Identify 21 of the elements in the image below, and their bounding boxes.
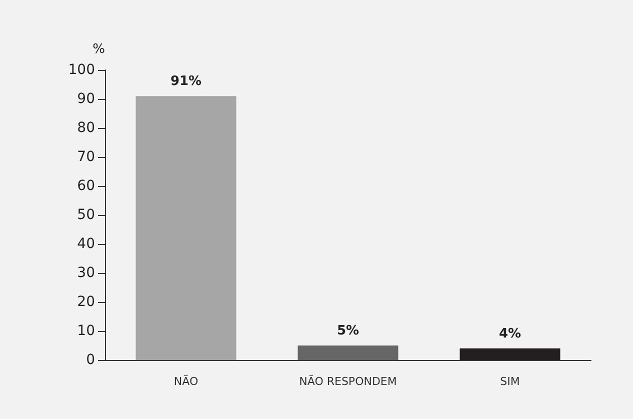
y-tick-label: 0 bbox=[86, 352, 95, 368]
y-tick-label: 10 bbox=[77, 323, 95, 339]
y-tick-label: 80 bbox=[77, 120, 95, 136]
x-tick-label: NÃO RESPONDEM bbox=[299, 374, 397, 388]
bar bbox=[136, 96, 236, 360]
y-tick-label: 70 bbox=[77, 149, 95, 165]
y-tick-label: 30 bbox=[77, 265, 95, 281]
y-tick-label: 100 bbox=[68, 62, 95, 78]
x-tick-label: SIM bbox=[500, 375, 520, 388]
data-label: 5% bbox=[336, 324, 360, 338]
bar bbox=[460, 348, 560, 360]
y-tick-label: 90 bbox=[77, 91, 95, 107]
y-tick-label: 60 bbox=[77, 178, 95, 194]
y-tick-label: 50 bbox=[77, 207, 95, 223]
y-tick-label: 40 bbox=[77, 236, 95, 252]
bar bbox=[298, 346, 398, 360]
y-axis-title: % bbox=[92, 42, 105, 57]
y-tick-label: 20 bbox=[77, 294, 95, 310]
x-tick-label: NÃO bbox=[174, 374, 198, 388]
data-label: 4% bbox=[498, 326, 522, 342]
data-label: 91% bbox=[170, 74, 202, 90]
